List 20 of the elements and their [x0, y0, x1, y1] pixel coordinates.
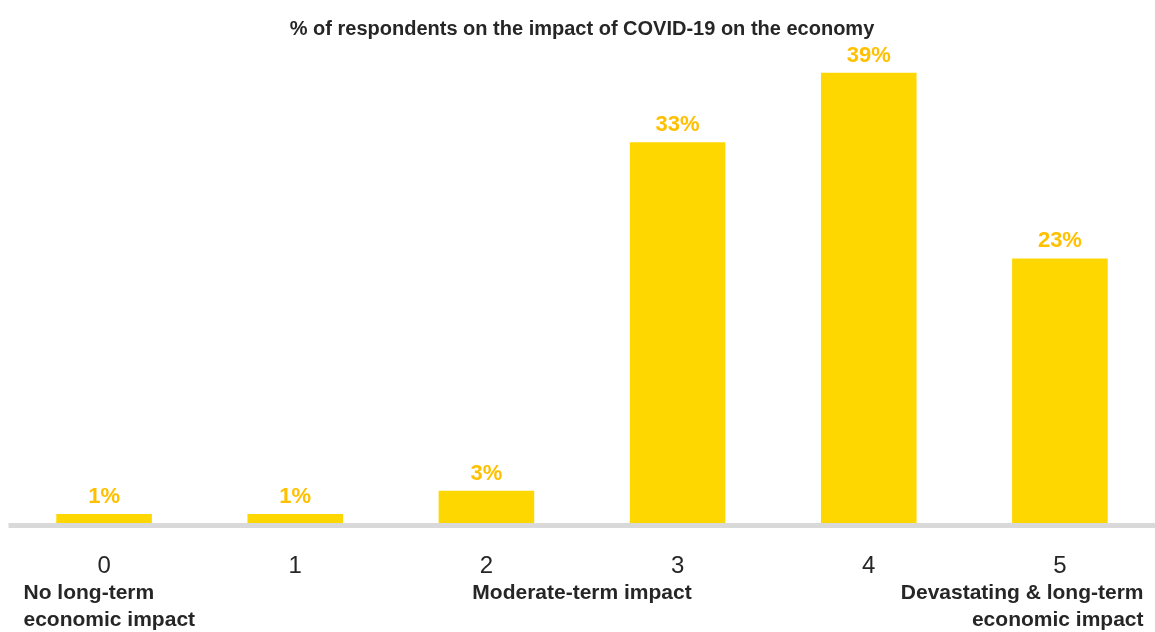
data-label: 33% [655, 111, 700, 137]
bar [629, 142, 726, 526]
x-tick-label: 5 [1053, 550, 1067, 578]
data-label: 3% [470, 459, 503, 485]
x-tick-label: 4 [862, 550, 876, 578]
x-tick-label: 3 [670, 550, 685, 578]
bar [820, 72, 917, 526]
data-label: 1% [88, 482, 120, 508]
data-label: 1% [279, 482, 312, 508]
chart-title: % of respondents on the impact of COVID-19 on the economy [289, 17, 876, 39]
text: No long-term economic impact [23, 579, 196, 631]
x-tick-label: 0 [97, 550, 111, 578]
data-label: 23% [1037, 227, 1082, 253]
bar [438, 490, 535, 526]
x-tick-label: 2 [479, 550, 494, 578]
data-label: 39% [846, 41, 891, 67]
text: Moderate-term impact [472, 579, 692, 603]
text: Devastating & long-term economic impact [900, 579, 1144, 631]
x-tick-label: 1 [288, 550, 302, 578]
bar [1012, 258, 1108, 526]
